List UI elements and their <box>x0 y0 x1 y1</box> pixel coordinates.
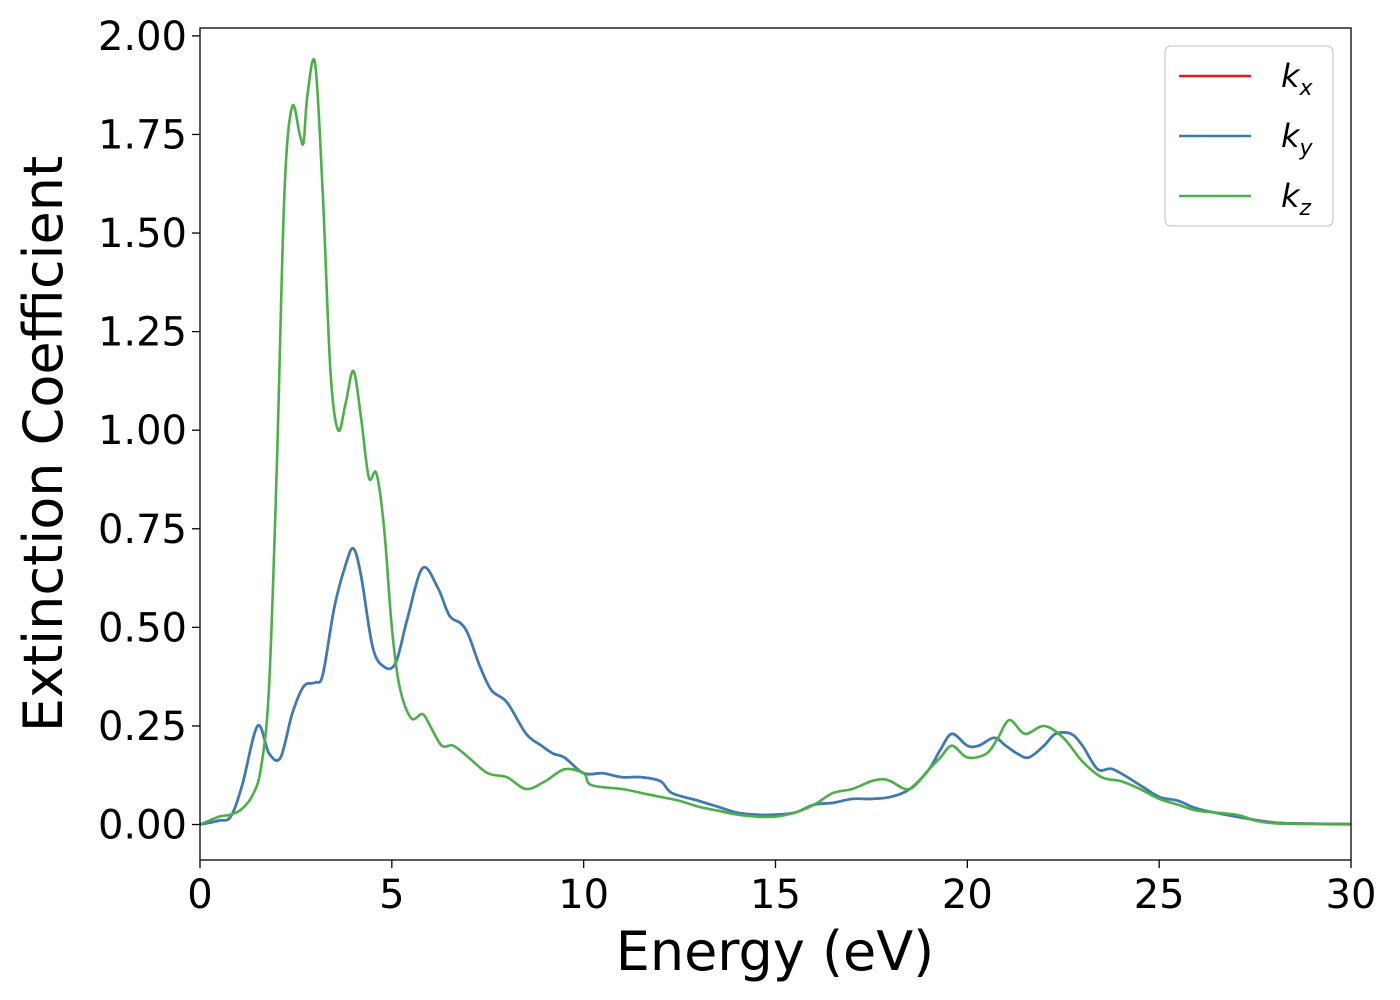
legend-label-kx: kx <box>1281 57 1314 101</box>
y-tick-label: 0.00 <box>98 803 187 849</box>
series-line-kx <box>200 546 1351 826</box>
x-axis-ticks: 0 5 10 15 20 25 30 <box>187 860 1376 918</box>
y-tick-label: 0.75 <box>98 507 187 553</box>
y-tick-label: 1.00 <box>98 408 187 454</box>
legend-label-subscript: z <box>1299 196 1312 221</box>
y-tick-label: 1.25 <box>98 310 187 356</box>
x-tick-label: 10 <box>558 872 609 918</box>
x-tick-label: 5 <box>379 872 404 918</box>
series-layer <box>200 58 1351 826</box>
series-line-ky <box>200 546 1351 826</box>
series-line-kz <box>200 58 1351 826</box>
legend-label-base: k <box>1281 117 1301 155</box>
x-axis-label: Energy (eV) <box>616 920 935 983</box>
legend-label-subscript: x <box>1299 76 1314 101</box>
y-axis-ticks: 0.00 0.25 0.50 0.75 1.00 1.25 1.50 1.75 2.00 <box>98 14 200 849</box>
y-tick-label: 0.50 <box>98 605 187 651</box>
legend-label-base: k <box>1281 177 1301 215</box>
legend-label-base: k <box>1281 57 1301 95</box>
legend-label-subscript: y <box>1299 136 1314 161</box>
x-tick-label: 20 <box>942 872 993 918</box>
x-tick-label: 30 <box>1326 872 1377 918</box>
legend-label-ky: ky <box>1281 117 1314 161</box>
y-axis-label: Extinction Coefficient <box>12 156 75 732</box>
x-tick-label: 0 <box>187 872 212 918</box>
legend-label-kz: kz <box>1281 177 1312 221</box>
y-tick-label: 1.50 <box>98 211 187 257</box>
x-tick-label: 25 <box>1134 872 1185 918</box>
x-tick-label: 15 <box>750 872 801 918</box>
y-tick-label: 1.75 <box>98 112 187 158</box>
y-tick-label: 2.00 <box>98 14 187 60</box>
y-tick-label: 0.25 <box>98 704 187 750</box>
